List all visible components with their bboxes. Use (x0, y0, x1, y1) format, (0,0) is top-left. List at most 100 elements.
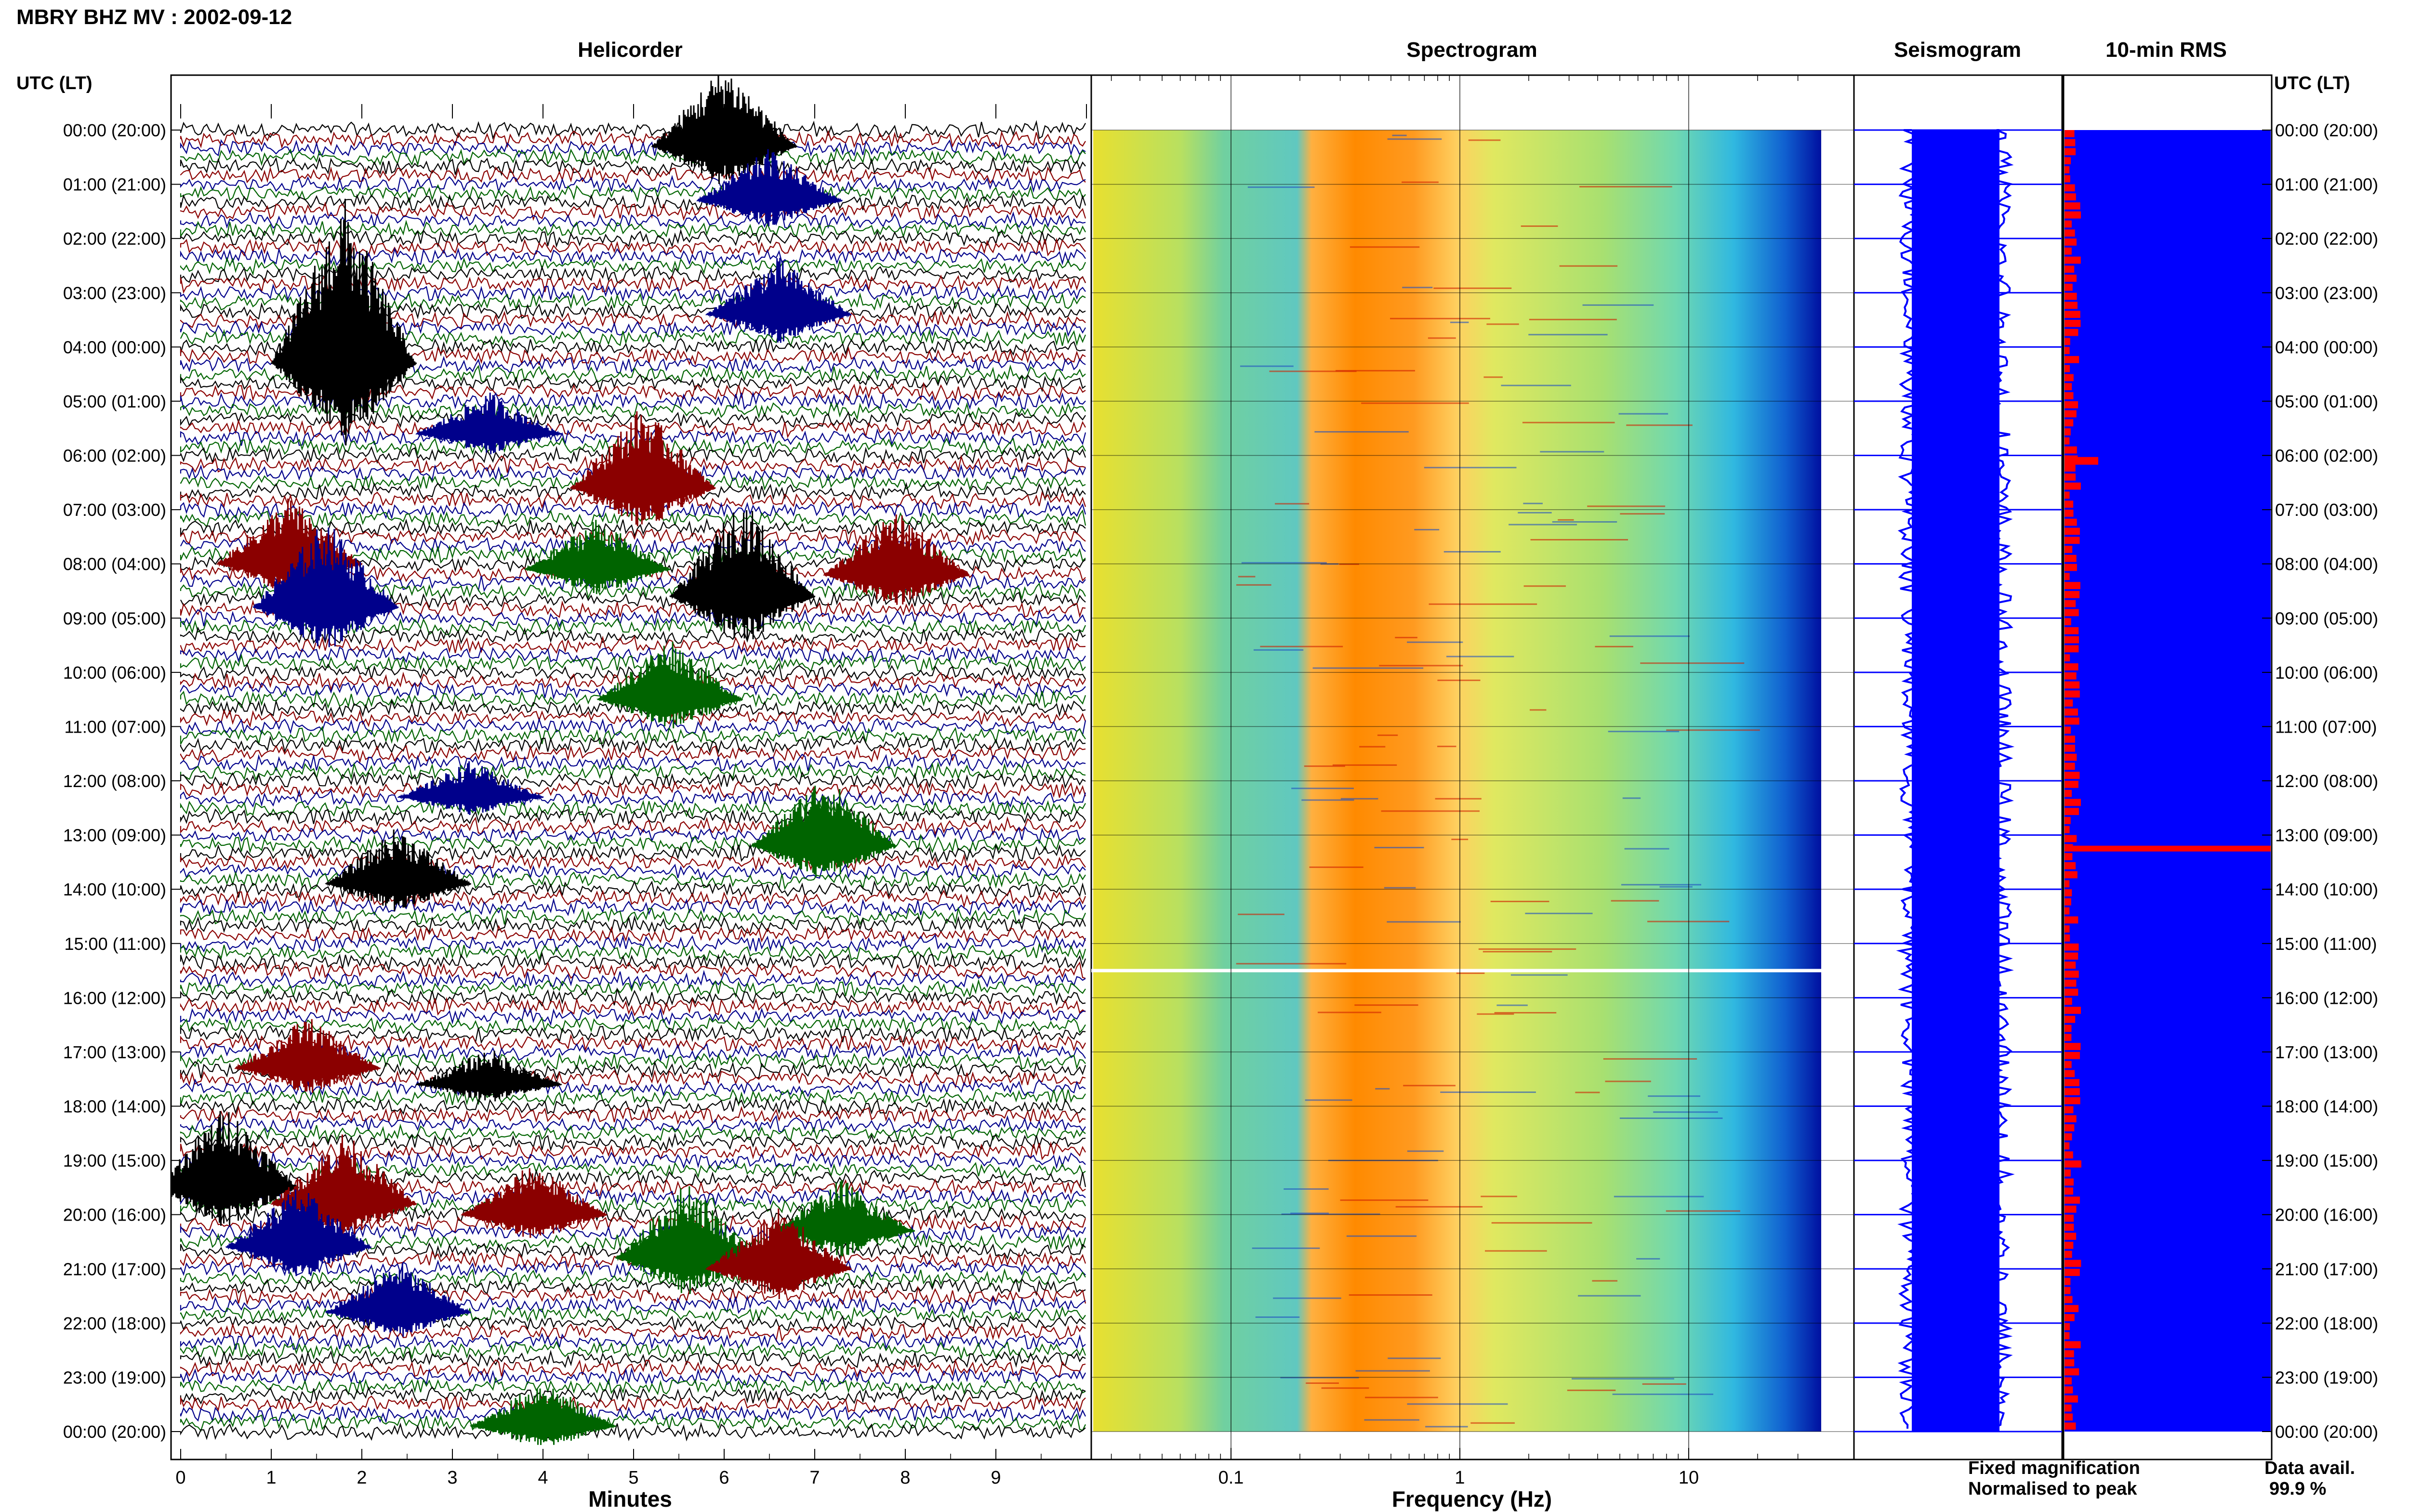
helicorder-trace (180, 119, 1086, 140)
helicorder-trace (180, 1096, 1086, 1117)
minute-tick-label: 1 (266, 1468, 276, 1488)
rms-bar (2065, 1260, 2081, 1267)
helicorder-trace (180, 987, 1086, 1007)
minute-ticks: 0 1 2 3 4 5 6 7 8 9 (175, 1449, 1042, 1488)
helicorder-trace (180, 1385, 1086, 1405)
rms-bar (2065, 1413, 2073, 1421)
helicorder-trace (180, 174, 1086, 194)
rms-bar (2065, 1178, 2074, 1186)
rms-bar (2065, 202, 2080, 210)
rms-bar (2065, 1025, 2072, 1032)
rms-bar (2065, 1404, 2072, 1412)
frequency-ticks: 0.1 1 10 (1111, 75, 1799, 1488)
helicorder-event (461, 1168, 607, 1238)
helicorder-trace (180, 1268, 1086, 1288)
helicorder-trace (180, 1141, 1086, 1161)
helicorder-event (325, 1263, 471, 1337)
time-label-left: 02:00 (22:00) (63, 229, 166, 249)
helicorder-event (669, 510, 816, 640)
helicorder-event (415, 1051, 562, 1102)
rms-bar (2065, 256, 2081, 264)
time-label-right: 19:00 (15:00) (2275, 1151, 2378, 1170)
rms-bar (2065, 491, 2070, 499)
rms-bar (2065, 934, 2070, 942)
helicorder-event (171, 1111, 299, 1226)
rms-title: 10-min RMS (2105, 38, 2227, 62)
rms-bar (2065, 772, 2080, 779)
rms-bar (2065, 500, 2074, 508)
time-label-right: 14:00 (10:00) (2275, 880, 2378, 899)
helicorder-trace (180, 979, 1086, 999)
time-label-right: 07:00 (03:00) (2275, 500, 2378, 520)
rms-bar (2065, 356, 2079, 363)
minutes-axis-label: Minutes (588, 1486, 672, 1512)
rms-bar (2065, 1151, 2073, 1159)
rms-bar (2065, 582, 2080, 589)
rms-bar (2065, 763, 2075, 770)
helicorder-trace (180, 833, 1086, 854)
rms-bar (2065, 726, 2071, 734)
helicorder-trace (180, 1277, 1086, 1296)
frequency-tick-label: 0.1 (1218, 1468, 1244, 1488)
rms-panel (2063, 74, 2273, 1460)
helicorder-trace (180, 744, 1086, 764)
helicorder-trace (180, 1350, 1086, 1368)
rms-bar (2065, 338, 2070, 345)
helicorder-trace (180, 1341, 1086, 1361)
rms-bar (2065, 654, 2070, 662)
time-label-left: 08:00 (04:00) (63, 554, 166, 574)
rms-bar (2065, 365, 2070, 372)
rms-bar (2065, 1233, 2077, 1240)
rms-bar (2065, 943, 2079, 951)
helicorder-event (234, 1019, 381, 1093)
rms-bar (2065, 1395, 2078, 1403)
rms-bar (2065, 573, 2070, 580)
helicorder-trace (180, 897, 1086, 917)
time-label-left: 01:00 (21:00) (63, 175, 166, 195)
helicorder-event (696, 149, 843, 226)
rms-bar (2065, 971, 2079, 978)
time-label-right: 20:00 (16:00) (2275, 1205, 2378, 1225)
left-axis-header: UTC (LT) (16, 73, 93, 93)
time-label-left: 05:00 (01:00) (63, 392, 166, 411)
helicorder-trace (180, 147, 1086, 167)
helicorder-trace (180, 1367, 1086, 1386)
rms-bar (2065, 554, 2077, 562)
helicorder-trace (180, 907, 1086, 926)
rms-bar (2065, 428, 2071, 435)
rms-bar (2065, 708, 2078, 716)
helicorder-trace (180, 1332, 1086, 1350)
rms-bar (2065, 1250, 2072, 1258)
helicorder-trace (180, 1015, 1086, 1034)
time-label-right: 15:00 (11:00) (2275, 934, 2377, 954)
minute-tick-label: 5 (628, 1468, 638, 1488)
helicorder-trace (180, 762, 1086, 781)
rms-bar (2065, 437, 2070, 445)
rms-bar (2065, 952, 2078, 960)
time-label-left: 23:00 (19:00) (63, 1367, 166, 1387)
rms-bar (2065, 564, 2077, 571)
time-label-right: 04:00 (00:00) (2275, 337, 2378, 357)
rms-bar (2065, 609, 2079, 617)
helicorder-trace (180, 211, 1086, 230)
rms-bar (2065, 1124, 2075, 1131)
time-label-right: 06:00 (02:00) (2275, 446, 2378, 466)
rms-bar (2065, 1359, 2075, 1367)
time-label-right: 11:00 (07:00) (2275, 717, 2377, 736)
rms-bar (2065, 862, 2076, 869)
rms-bar (2065, 457, 2098, 465)
time-label-left: 11:00 (07:00) (65, 717, 166, 736)
minute-tick-label: 2 (357, 1468, 367, 1488)
minute-tick-label: 8 (900, 1468, 910, 1488)
rms-bar (2065, 663, 2078, 671)
rms-bar (2065, 672, 2077, 680)
rms-bar (2065, 789, 2072, 797)
rms-bar (2065, 329, 2078, 336)
helicorder-event (823, 514, 969, 605)
helicorder-trace (180, 880, 1086, 898)
rms-bar (2065, 1088, 2080, 1095)
time-label-left: 03:00 (23:00) (63, 283, 166, 303)
rms-bar (2065, 220, 2072, 228)
time-label-right: 05:00 (01:00) (2275, 392, 2378, 411)
helicorder-trace (180, 1315, 1086, 1332)
